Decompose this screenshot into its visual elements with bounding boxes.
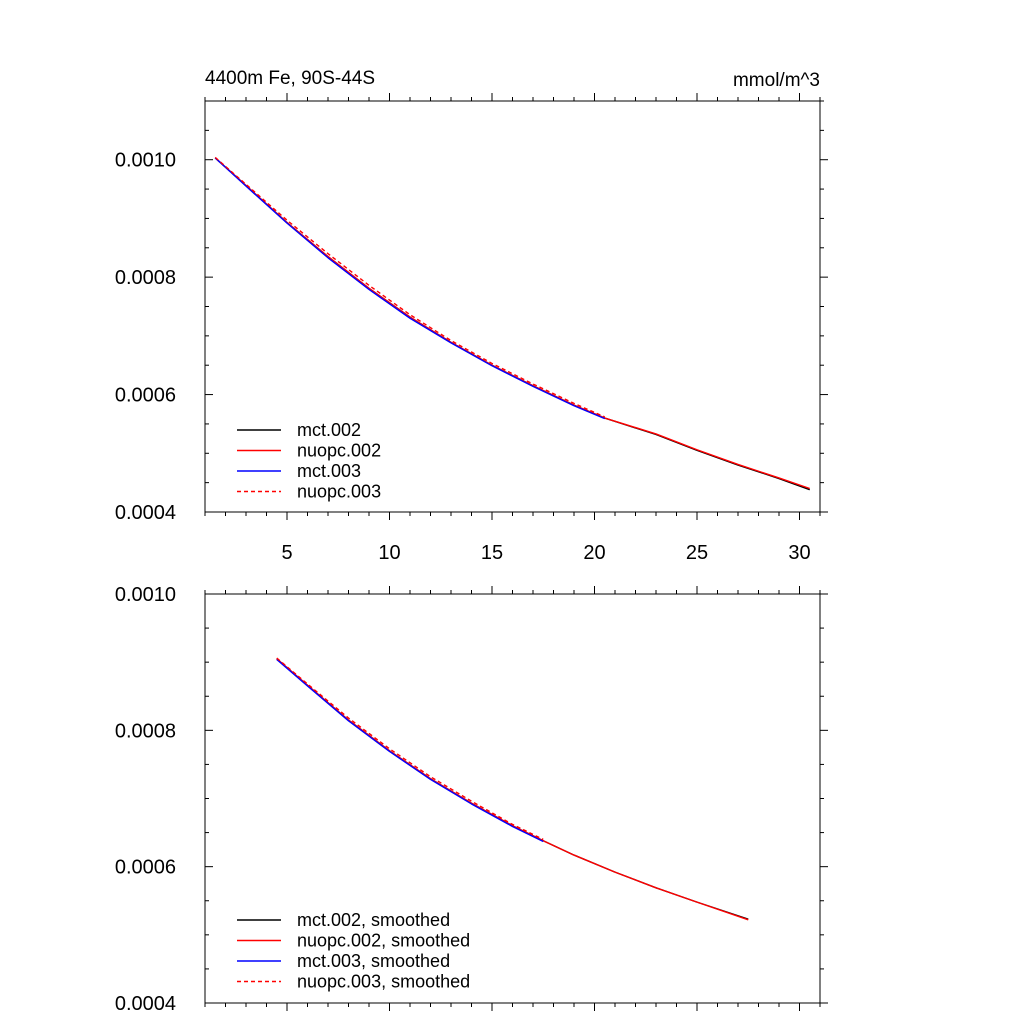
bottom-panel-series-line-3 [276,657,544,841]
top-panel-y-tick-label: 0.0006 [115,385,176,407]
bottom-panel-y-tick-label: 0.0008 [115,720,176,742]
top-panel-x-tick-label: 25 [686,542,708,564]
bottom-panel-series-line-2 [276,658,544,843]
bottom-panel-series-line-1 [276,658,749,921]
top-panel-series-line-2 [214,157,606,420]
bottom-panel-series-line-0 [276,658,749,920]
top-panel-legend-label-1: nuopc.002 [297,441,381,461]
top-panel-x-tick-label: 10 [378,542,400,564]
top-panel-legend-label-0: mct.002 [297,420,361,440]
top-panel-y-tick-label: 0.0008 [115,267,176,289]
bottom-panel-y-tick-label: 0.0004 [115,993,176,1015]
chart-title: 4400m Fe, 90S-44S [205,68,375,89]
top-panel-x-tick-label: 20 [583,542,605,564]
units-label: mmol/m^3 [733,70,820,91]
bottom-panel-legend-label-2: mct.003, smoothed [297,951,450,971]
top-panel-legend-label-2: mct.003 [297,461,361,481]
top-panel-legend-label-3: nuopc.003 [297,482,381,502]
top-panel-y-tick-label: 0.0004 [115,502,176,524]
bottom-panel-y-tick-label: 0.0006 [115,857,176,879]
top-panel-x-tick-label: 30 [788,542,810,564]
bottom-panel-y-tick-label: 0.0010 [115,584,176,606]
top-panel-x-tick-label: 5 [281,542,292,564]
bottom-panel-legend-label-0: mct.002, smoothed [297,910,450,930]
top-panel-series-line-3 [214,156,606,418]
bottom-panel-legend-label-3: nuopc.003, smoothed [297,972,470,992]
top-panel-x-tick-label: 15 [481,542,503,564]
top-panel-y-tick-label: 0.0010 [115,150,176,172]
bottom-panel-legend-label-1: nuopc.002, smoothed [297,931,470,951]
